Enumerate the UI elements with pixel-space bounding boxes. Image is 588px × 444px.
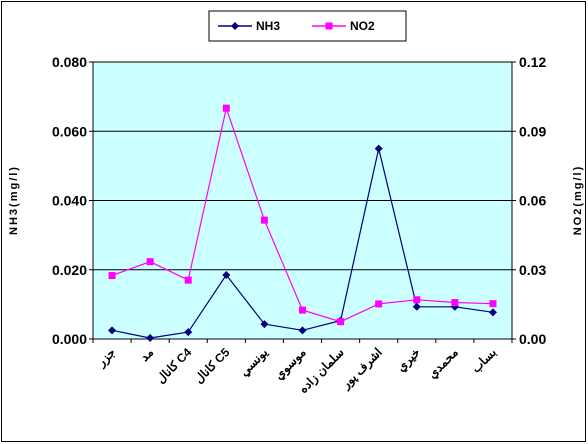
data-point-no2 — [184, 276, 192, 284]
data-point-nh3 — [298, 326, 307, 335]
data-point-nh3 — [412, 302, 421, 311]
data-point-no2 — [413, 296, 421, 304]
y-left-tick-label: 0.000 — [52, 331, 87, 347]
y-axis-left-label: NH3(mg/l) — [8, 165, 20, 235]
y-right-tick-label: 0.09 — [519, 123, 546, 139]
data-point-nh3 — [222, 270, 231, 279]
gridlines — [93, 61, 512, 271]
y-right-tick-label: 0.06 — [519, 193, 546, 209]
data-point-no2 — [146, 258, 154, 266]
data-point-nh3 — [108, 326, 117, 335]
y-right-tick-label: 0.03 — [519, 262, 546, 278]
legend-label-no2: NO2 — [350, 19, 375, 33]
y-axis-right-label: NO2(mg/l) — [572, 165, 584, 236]
data-point-no2 — [337, 318, 345, 326]
data-point-no2 — [260, 216, 268, 224]
data-point-nh3 — [488, 308, 497, 317]
data-point-no2 — [375, 300, 383, 308]
legend-label-nh3: NH3 — [256, 19, 280, 33]
legend-marker-nh3 — [231, 22, 239, 30]
y-left-tick-label: 0.080 — [52, 54, 87, 70]
data-point-nh3 — [260, 320, 269, 329]
data-point-nh3 — [374, 144, 383, 153]
y-left-tick-label: 0.060 — [52, 123, 87, 139]
y-axis-left-ticks: 0.000 0.020 0.040 0.060 0.080 — [52, 54, 93, 347]
y-axis-right-ticks: 0.00 0.03 0.06 0.09 0.12 — [512, 54, 546, 347]
data-point-nh3 — [184, 328, 193, 337]
data-point-no2 — [222, 104, 230, 112]
legend: NH3 NO2 — [208, 10, 407, 42]
data-point-no2 — [108, 272, 116, 280]
y-right-tick-label: 0.12 — [519, 54, 546, 70]
data-point-nh3 — [146, 333, 155, 342]
series-layer — [108, 104, 497, 342]
data-point-no2 — [489, 300, 497, 308]
y-left-tick-label: 0.040 — [52, 193, 87, 209]
legend-marker-no2 — [325, 22, 333, 30]
y-right-tick-label: 0.00 — [519, 331, 546, 347]
data-point-no2 — [451, 299, 459, 307]
y-left-tick-label: 0.020 — [52, 262, 87, 278]
data-point-no2 — [299, 306, 306, 314]
